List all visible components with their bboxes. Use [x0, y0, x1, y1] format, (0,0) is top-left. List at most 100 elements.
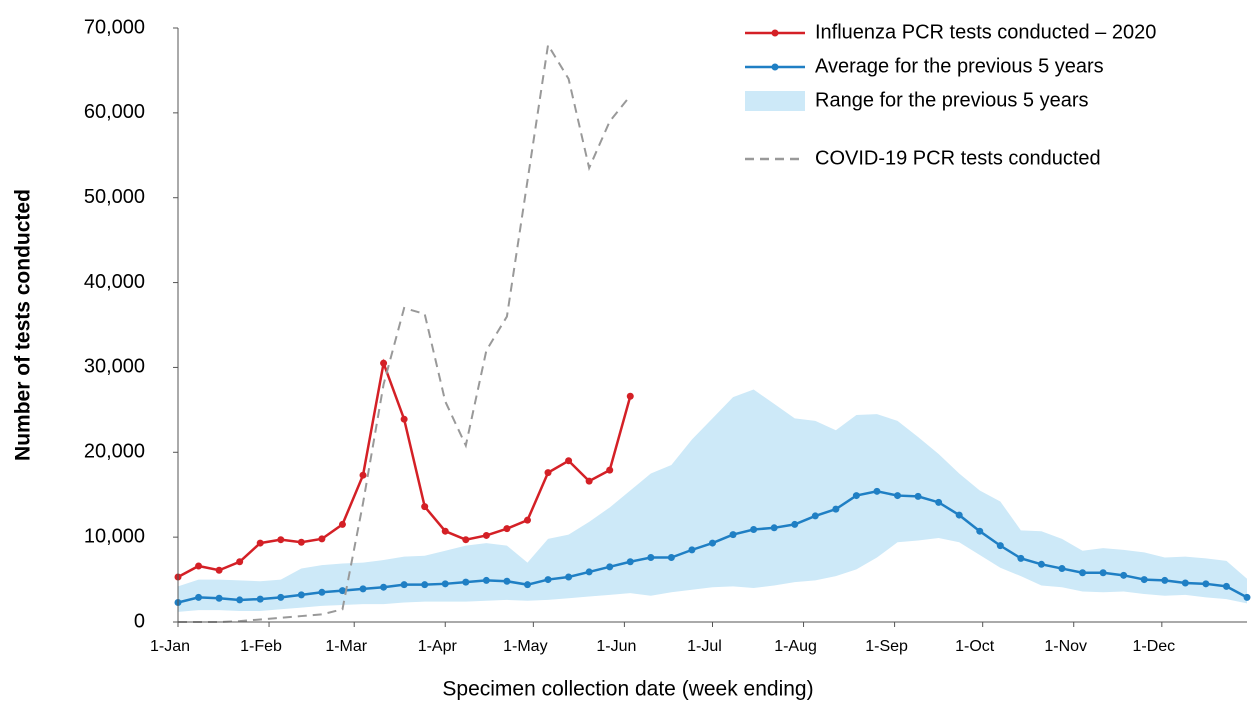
data-point: [277, 593, 285, 601]
data-point: [236, 558, 244, 566]
data-point: [770, 524, 778, 532]
data-point: [955, 511, 963, 519]
data-point: [709, 539, 716, 547]
data-point: [380, 359, 388, 367]
data-point: [195, 562, 203, 570]
x-tick-label: 1-May: [503, 638, 547, 655]
x-tick-label: 1-Aug: [774, 638, 817, 655]
data-point: [462, 578, 470, 586]
data-point: [1243, 593, 1251, 601]
data-point: [236, 596, 244, 604]
x-axis-title: Specimen collection date (week ending): [442, 678, 813, 701]
x-tick-label: 1-Jan: [150, 638, 190, 655]
data-point: [996, 542, 1004, 550]
data-point: [914, 492, 922, 500]
data-point: [1161, 576, 1169, 584]
data-point: [277, 536, 285, 544]
data-point: [1037, 560, 1045, 568]
legend-label: Influenza PCR tests conducted – 2020: [815, 21, 1156, 43]
data-point: [811, 512, 819, 520]
data-point: [1079, 569, 1087, 577]
data-point: [1099, 569, 1107, 577]
data-point: [421, 503, 429, 511]
x-tick-label: 1-Oct: [955, 638, 995, 655]
data-point: [606, 563, 614, 571]
x-tick-label: 1-Sep: [865, 638, 908, 655]
data-point: [688, 546, 696, 554]
data-point: [585, 568, 593, 576]
data-point: [729, 531, 737, 539]
legend-swatch: [745, 91, 805, 111]
x-tick-label: 1-Apr: [418, 638, 458, 655]
data-point: [380, 583, 388, 591]
y-tick-label: 0: [134, 610, 145, 632]
data-point: [421, 581, 429, 589]
data-point: [1202, 580, 1210, 588]
data-point: [791, 520, 799, 528]
y-tick-label: 70,000: [84, 16, 145, 38]
x-tick-label: 1-Jul: [687, 638, 722, 655]
data-point: [626, 558, 634, 566]
data-point: [441, 580, 449, 588]
data-point: [523, 581, 531, 589]
data-point: [832, 505, 840, 513]
data-point: [1120, 571, 1128, 579]
data-point: [852, 492, 860, 500]
legend-label: COVID-19 PCR tests conducted: [815, 147, 1101, 169]
data-point: [894, 492, 902, 500]
data-point: [667, 554, 675, 562]
x-tick-label: 1-Dec: [1132, 638, 1175, 655]
data-point: [338, 520, 346, 528]
data-point: [585, 477, 593, 485]
data-point: [626, 392, 634, 400]
data-point: [256, 539, 264, 547]
data-point: [256, 595, 264, 603]
data-point: [935, 498, 943, 506]
data-point: [1058, 565, 1066, 573]
data-point: [544, 576, 552, 584]
legend-label: Range for the previous 5 years: [815, 89, 1089, 111]
data-point: [647, 554, 655, 562]
data-point: [565, 573, 573, 581]
areas: [178, 389, 1247, 612]
y-tick-label: 30,000: [84, 356, 145, 378]
y-tick-label: 40,000: [84, 271, 145, 293]
data-point: [1222, 582, 1230, 590]
data-point: [359, 471, 367, 479]
y-axis-title: Number of tests conducted: [12, 189, 35, 461]
x-tick-label: 1-Feb: [240, 638, 282, 655]
data-point: [338, 587, 346, 595]
lines: [174, 42, 1251, 623]
data-point: [482, 576, 490, 584]
data-point: [195, 593, 203, 601]
series-line: [178, 42, 632, 623]
data-point: [750, 526, 758, 534]
y-tick-label: 20,000: [84, 441, 145, 463]
data-point: [400, 415, 408, 423]
data-point: [976, 527, 984, 535]
data-point: [359, 585, 367, 593]
y-tick-label: 50,000: [84, 186, 145, 208]
data-point: [1140, 576, 1148, 584]
data-point: [215, 594, 223, 602]
y-tick-label: 10,000: [84, 525, 145, 547]
data-point: [318, 588, 326, 596]
data-point: [1017, 554, 1025, 562]
data-point: [565, 457, 573, 465]
data-point: [297, 591, 305, 599]
data-point: [318, 535, 326, 543]
legend-marker: [771, 29, 779, 37]
data-point: [441, 527, 449, 535]
legend-marker: [771, 63, 779, 71]
data-point: [873, 487, 881, 495]
y-tick-label: 60,000: [84, 101, 145, 123]
data-point: [503, 525, 511, 533]
data-point: [482, 531, 490, 539]
data-point: [1181, 579, 1189, 587]
data-point: [462, 536, 470, 544]
data-point: [544, 469, 552, 477]
x-tick-label: 1-Jun: [596, 638, 636, 655]
range-area: [178, 389, 1247, 612]
data-point: [523, 516, 531, 524]
